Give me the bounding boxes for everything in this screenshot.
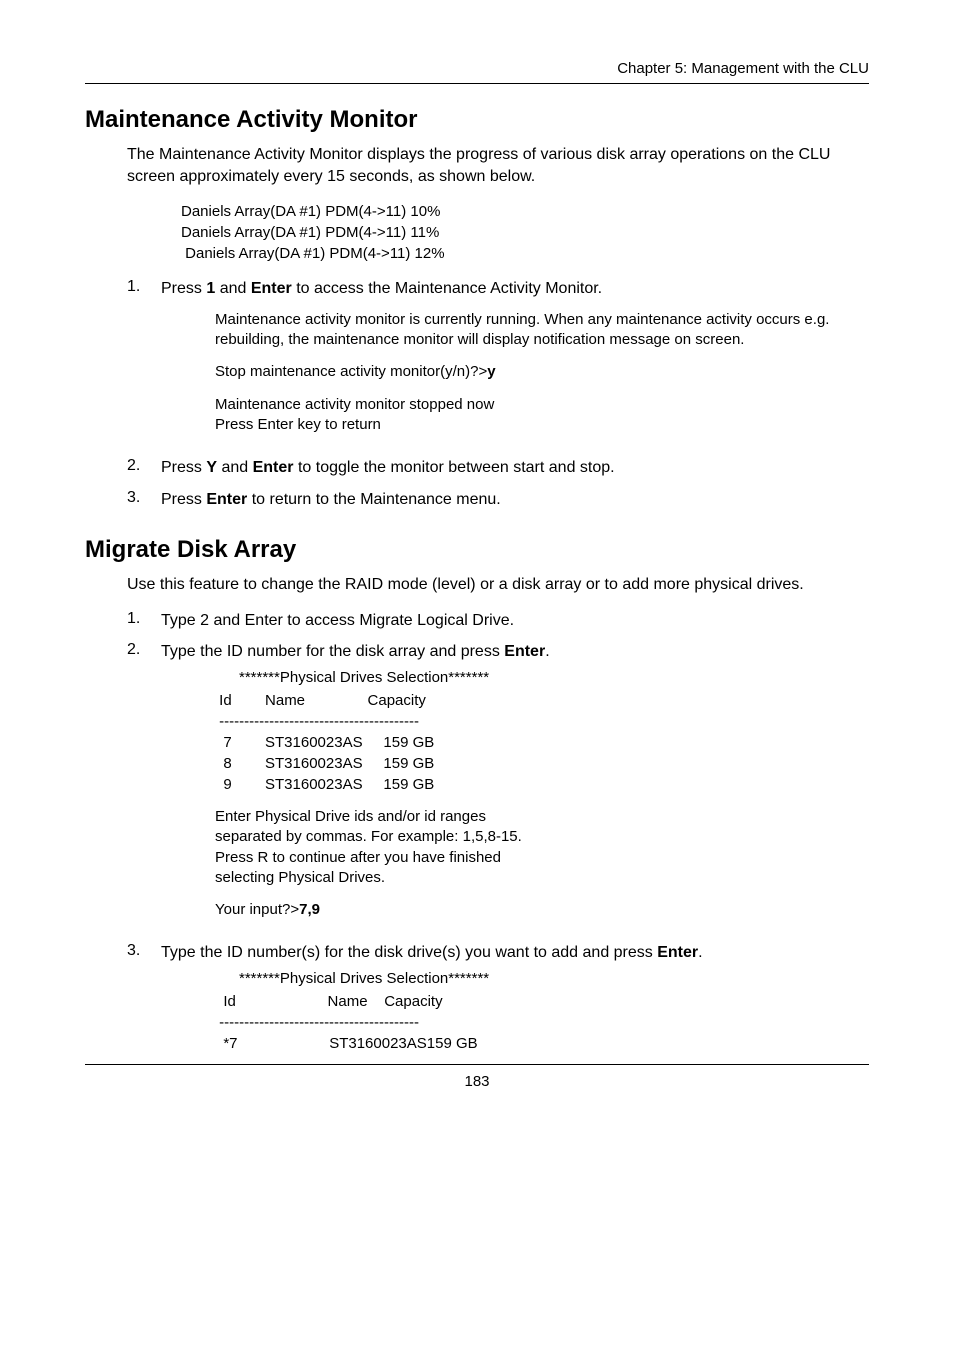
step-number: 1. (127, 278, 161, 447)
drive-table2-header: *******Physical Drives Selection******* (239, 968, 869, 989)
running-msg: Maintenance activity monitor is currentl… (215, 310, 869, 351)
step-number: 3. (127, 489, 161, 511)
section2-step1: 1. Type 2 and Enter to access Migrate Lo… (127, 610, 869, 632)
page-number: 183 (464, 1073, 489, 1090)
text: Press (161, 280, 206, 297)
step-body: Type the ID number(s) for the disk drive… (161, 942, 869, 1054)
text: Type the ID number for the disk array an… (161, 643, 504, 660)
key: Enter (251, 280, 292, 297)
step-body: Type 2 and Enter to access Migrate Logic… (161, 610, 869, 632)
text: Stop maintenance activity monitor(y/n)?> (215, 363, 487, 380)
text: to toggle the monitor between start and … (294, 459, 615, 476)
section1-step2: 2. Press Y and Enter to toggle the monit… (127, 457, 869, 479)
step-body: Press Enter to return to the Maintenance… (161, 489, 869, 511)
input-value: 7,9 (299, 901, 320, 918)
text: . (545, 643, 549, 660)
text: to return to the Maintenance menu. (247, 491, 500, 508)
text: Press (161, 459, 206, 476)
section1-steps: 1. Press 1 and Enter to access the Maint… (127, 278, 869, 510)
input-prompt: Your input?>7,9 (215, 900, 869, 920)
step-number: 2. (127, 641, 161, 932)
step-number: 1. (127, 610, 161, 632)
step-body: Press Y and Enter to toggle the monitor … (161, 457, 869, 479)
stop-prompt: Stop maintenance activity monitor(y/n)?>… (215, 362, 869, 382)
step-body: Type the ID number for the disk array an… (161, 641, 869, 932)
key: Enter (504, 643, 545, 660)
text: . (698, 944, 702, 961)
key: Enter (206, 491, 247, 508)
key: 1 (206, 280, 215, 297)
key: Enter (657, 944, 698, 961)
text: Type the ID number(s) for the disk drive… (161, 944, 657, 961)
section1-intro: The Maintenance Activity Monitor display… (127, 144, 869, 187)
drive-table: Id Name Capacity -----------------------… (215, 690, 869, 795)
drive-table: Id Name Capacity -----------------------… (215, 991, 869, 1054)
page-footer: 183 (85, 1064, 869, 1090)
section2-steps: 1. Type 2 and Enter to access Migrate Lo… (127, 610, 869, 1054)
text: to access the Maintenance Activity Monit… (292, 280, 602, 297)
drive-table-header: *******Physical Drives Selection******* (239, 667, 869, 688)
text: and (217, 459, 253, 476)
section2-step3: 3. Type the ID number(s) for the disk dr… (127, 942, 869, 1054)
key: Enter (253, 459, 294, 476)
section2-intro: Use this feature to change the RAID mode… (127, 574, 869, 596)
chapter-header: Chapter 5: Management with the CLU (85, 60, 869, 84)
text: and (215, 280, 251, 297)
key: Y (206, 459, 217, 476)
text: Your input?> (215, 901, 299, 918)
step-number: 2. (127, 457, 161, 479)
section1-sample: Daniels Array(DA #1) PDM(4->11) 10% Dani… (181, 201, 869, 264)
input-value: y (487, 363, 495, 380)
step-number: 3. (127, 942, 161, 1054)
section1-step1: 1. Press 1 and Enter to access the Maint… (127, 278, 869, 447)
section1-step3: 3. Press Enter to return to the Maintena… (127, 489, 869, 511)
text: Press (161, 491, 206, 508)
step-body: Press 1 and Enter to access the Maintena… (161, 278, 869, 447)
ranges-msg: Enter Physical Drive ids and/or id range… (215, 807, 869, 888)
stopped-msg: Maintenance activity monitor stopped now… (215, 395, 869, 436)
section1-title: Maintenance Activity Monitor (85, 106, 869, 134)
section2-title: Migrate Disk Array (85, 536, 869, 564)
section2-step2: 2. Type the ID number for the disk array… (127, 641, 869, 932)
